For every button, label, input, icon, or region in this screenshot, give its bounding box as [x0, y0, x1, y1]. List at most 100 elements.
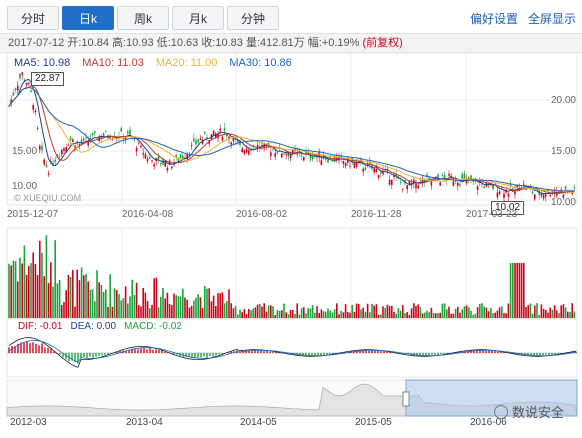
ma10-label: MA10: 11.03: [82, 57, 144, 69]
macd-bar: [50, 348, 52, 353]
macd-bar: [26, 341, 28, 353]
volume-bar: [197, 294, 199, 318]
candle-body: [133, 138, 136, 140]
volume-bar: [265, 311, 268, 318]
candle-body: [287, 151, 290, 157]
volume-bar: [538, 314, 540, 318]
volume-bar: [47, 283, 50, 318]
price-tick-left-10: 10.00: [12, 181, 38, 192]
macd-bar: [230, 351, 232, 353]
candle-body: [52, 162, 54, 166]
macd-bar: [161, 350, 163, 353]
candle-body: [17, 85, 19, 91]
candle-body: [553, 191, 556, 193]
tab-monthly-k[interactable]: 月k: [172, 6, 224, 30]
volume-bar: [76, 269, 78, 318]
volume-bar: [109, 274, 111, 318]
candle-body: [545, 194, 547, 197]
ma30-label: MA30: 10.86: [229, 57, 292, 69]
volume-bar: [230, 303, 232, 318]
macd-bar: [191, 353, 193, 359]
candle-body: [153, 164, 155, 167]
preferences-link[interactable]: 偏好设置: [469, 12, 518, 26]
macd-bar: [149, 348, 151, 353]
volume-bar: [569, 311, 571, 318]
volume-bar: [69, 276, 72, 318]
macd-bar: [491, 350, 493, 353]
volume-bar: [413, 303, 415, 318]
macd-bar: [503, 352, 505, 353]
tab-minute[interactable]: 分钟: [227, 6, 279, 30]
macd-bar: [473, 351, 475, 353]
volume-bar: [540, 304, 543, 318]
macd-bar: [89, 353, 91, 357]
candle-body: [395, 173, 397, 177]
tab-daily-k[interactable]: 日k: [62, 6, 114, 30]
candle-body: [457, 182, 459, 186]
volume-bar: [531, 313, 534, 318]
candle-body: [80, 139, 83, 144]
volume-bar: [120, 300, 122, 318]
candle-body: [439, 182, 441, 186]
macd-bar: [410, 353, 412, 355]
candle-body: [243, 150, 246, 154]
macd-bar: [302, 353, 304, 356]
candle-body: [371, 163, 373, 169]
volume-bar: [124, 286, 127, 318]
volume-bar: [274, 314, 276, 318]
macd-bar: [275, 352, 277, 353]
volume-bar: [393, 311, 395, 318]
macd-bar: [488, 350, 490, 353]
candle-body: [391, 180, 393, 185]
volume-bar: [155, 277, 158, 318]
candle-body: [135, 147, 138, 152]
tab-intraday[interactable]: 分时: [7, 6, 59, 30]
candle-body: [107, 137, 109, 139]
volume-bar: [505, 313, 507, 318]
candle-body: [318, 152, 320, 158]
volume-bar: [461, 309, 463, 318]
volume-bar: [382, 306, 384, 318]
volume-bar: [336, 303, 338, 318]
open-label: 开:: [67, 37, 82, 49]
volume-bar: [452, 313, 455, 318]
volume-bar: [113, 288, 116, 318]
volume-bar: [234, 305, 237, 318]
candle-body: [564, 186, 567, 190]
macd-bar: [119, 350, 121, 353]
candle-body: [503, 193, 505, 198]
volume-bar: [553, 305, 556, 318]
volume-bar: [58, 279, 61, 318]
volume-bar: [228, 289, 230, 318]
macd-bar: [62, 353, 64, 358]
candle-body: [311, 156, 314, 160]
macd-bar: [59, 353, 61, 355]
volume-bar: [32, 252, 34, 318]
volume-bar: [179, 296, 182, 318]
macd-bar: [146, 349, 148, 353]
macd-bar: [92, 353, 94, 358]
fullscreen-link[interactable]: 全屏显示: [527, 12, 576, 26]
candle-body: [67, 144, 70, 146]
navigator-selection: [405, 379, 578, 417]
macd-bar: [32, 342, 34, 353]
macd-bar: [242, 351, 244, 353]
volume-bar: [149, 307, 151, 318]
tab-weekly-k[interactable]: 周k: [117, 6, 169, 30]
volume-bar: [292, 310, 294, 318]
adjust-mode[interactable]: (前复权): [362, 37, 403, 49]
volume-bar: [347, 312, 349, 318]
volume-bar: [151, 304, 153, 318]
volume-bar: [118, 294, 120, 318]
candle-body: [342, 161, 345, 164]
volume-bar: [215, 305, 217, 318]
volume-bar: [28, 265, 30, 318]
volume-bar: [135, 282, 138, 318]
volume-bar: [391, 305, 393, 318]
volume-bar: [232, 308, 235, 318]
volume-bar: [536, 303, 538, 318]
candle-body: [223, 127, 226, 131]
candle-body: [10, 99, 12, 105]
volume-bar: [14, 261, 17, 318]
